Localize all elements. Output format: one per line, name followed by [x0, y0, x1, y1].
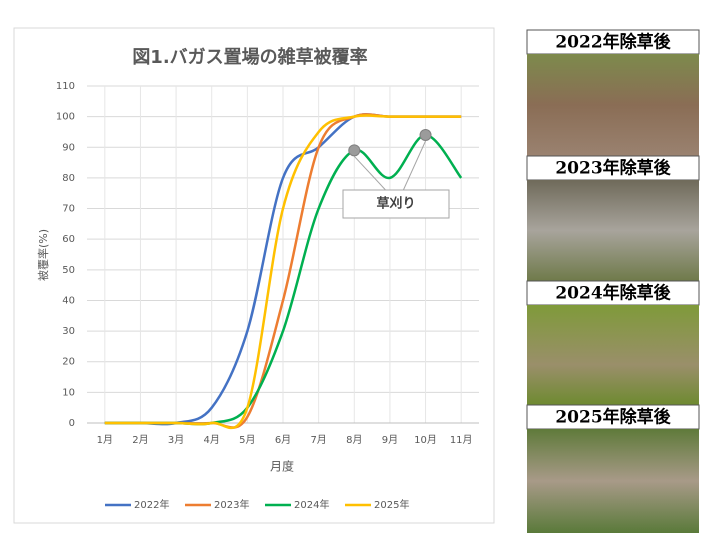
x-tick-label: 2月 [132, 434, 148, 446]
legend-label: 2022年 [134, 498, 169, 511]
x-axis-label: 月度 [270, 459, 294, 474]
photo [527, 54, 699, 156]
y-tick-label: 110 [56, 81, 75, 92]
x-tick-label: 10月 [414, 434, 437, 446]
marked-point [348, 144, 361, 157]
y-tick-label: 30 [62, 326, 75, 337]
photo-caption: 2025年除草後 [555, 407, 671, 428]
photo-column: 2022年除草後 2023年除草後 2024年除草後 2025年除草後 [526, 29, 700, 533]
x-tick-label: 11月 [450, 434, 473, 446]
x-tick-label: 5月 [239, 434, 255, 446]
annotation-arrow [353, 155, 386, 191]
annotation-box [342, 189, 450, 219]
photo-caption-box [526, 155, 700, 181]
x-tick-label: 1月 [97, 434, 113, 446]
y-tick-label: 20 [62, 357, 75, 368]
legend-label: 2023年 [214, 498, 249, 511]
y-tick-label: 10 [62, 387, 75, 398]
x-tick-label: 6月 [275, 434, 291, 446]
chart-title: 図1.バガス置場の雑草被覆率 [132, 46, 367, 68]
photo-caption: 2024年除草後 [555, 283, 671, 304]
y-axis-label: 被覆率(%) [36, 229, 50, 281]
annotation-text: 草刈り [376, 196, 415, 212]
y-tick-label: 80 [62, 173, 75, 184]
legend-label: 2025年 [374, 498, 409, 511]
x-tick-label: 4月 [204, 434, 220, 446]
y-tick-label: 60 [62, 234, 75, 245]
y-tick-label: 100 [56, 112, 75, 123]
marked-point [419, 129, 432, 142]
x-tick-label: 3月 [168, 434, 184, 446]
chart-panel [13, 27, 495, 524]
annotation-arrow [402, 140, 427, 191]
y-tick-label: 90 [62, 142, 75, 153]
photo-caption: 2022年除草後 [555, 32, 671, 53]
photo-caption: 2023年除草後 [555, 158, 671, 179]
x-tick-label: 9月 [382, 434, 398, 446]
y-tick-label: 0 [69, 418, 75, 429]
y-tick-label: 50 [62, 265, 75, 276]
photo [527, 180, 699, 281]
photo [527, 429, 699, 533]
photo-caption-box [526, 29, 700, 55]
y-tick-label: 70 [62, 204, 75, 215]
legend-label: 2024年 [294, 498, 329, 511]
y-tick-label: 40 [62, 295, 75, 306]
photo [527, 305, 699, 405]
x-tick-label: 8月 [346, 434, 362, 446]
series-line [104, 114, 462, 430]
photo-caption-box [526, 404, 700, 430]
x-tick-label: 7月 [310, 434, 326, 446]
